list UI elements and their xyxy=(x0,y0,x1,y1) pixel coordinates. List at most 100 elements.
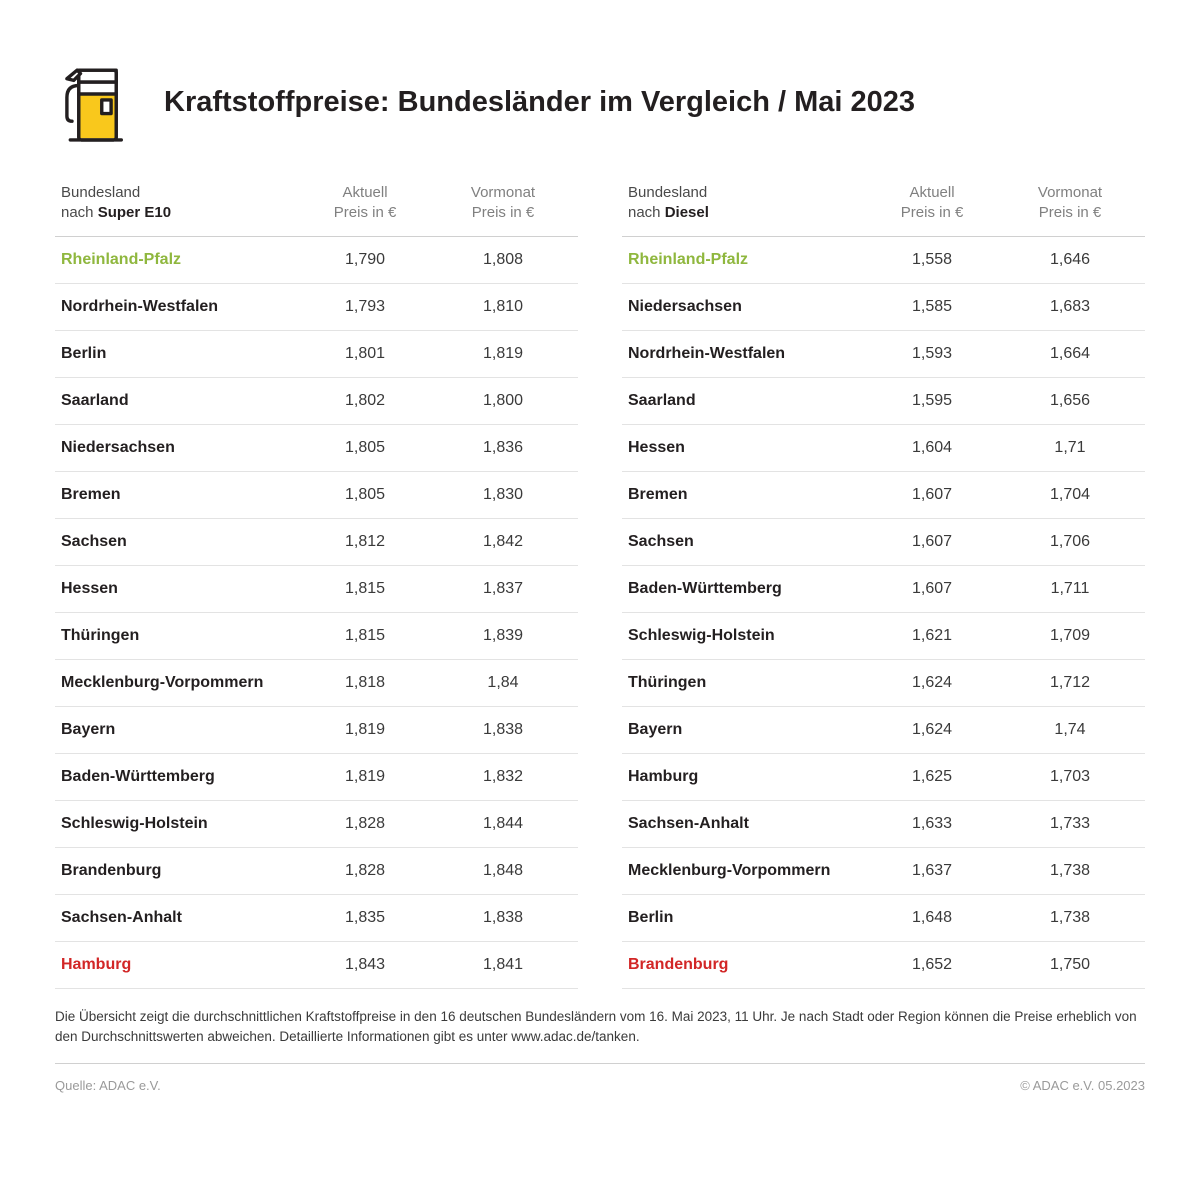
price-current: 1,648 xyxy=(863,909,1001,927)
price-current: 1,815 xyxy=(296,580,434,598)
state-name: Brandenburg xyxy=(61,862,296,880)
table-row: Sachsen1,8121,842 xyxy=(55,519,578,566)
price-previous: 1,838 xyxy=(434,721,572,739)
price-current: 1,815 xyxy=(296,627,434,645)
state-name: Berlin xyxy=(628,909,863,927)
price-previous: 1,848 xyxy=(434,862,572,880)
table-diesel: Bundeslandnach DieselAktuellPreis in €Vo… xyxy=(622,183,1145,989)
price-current: 1,805 xyxy=(296,486,434,504)
price-previous: 1,709 xyxy=(1001,627,1139,645)
price-previous: 1,841 xyxy=(434,956,572,974)
col-state: Bundeslandnach Super E10 xyxy=(61,183,296,224)
price-previous: 1,706 xyxy=(1001,533,1139,551)
state-name: Hessen xyxy=(628,439,863,457)
state-name: Saarland xyxy=(628,392,863,410)
state-name: Rheinland-Pfalz xyxy=(61,251,296,269)
price-previous: 1,750 xyxy=(1001,956,1139,974)
table-row: Hessen1,8151,837 xyxy=(55,566,578,613)
state-name: Sachsen-Anhalt xyxy=(628,815,863,833)
table-row: Thüringen1,8151,839 xyxy=(55,613,578,660)
page-title: Kraftstoffpreise: Bundesländer im Vergle… xyxy=(164,86,915,119)
state-name: Mecklenburg-Vorpommern xyxy=(61,674,296,692)
col-current: AktuellPreis in € xyxy=(863,183,1001,224)
table-row: Rheinland-Pfalz1,7901,808 xyxy=(55,237,578,284)
state-name: Mecklenburg-Vorpommern xyxy=(628,862,863,880)
state-name: Hessen xyxy=(61,580,296,598)
price-previous: 1,832 xyxy=(434,768,572,786)
price-previous: 1,838 xyxy=(434,909,572,927)
credits: Quelle: ADAC e.V. © ADAC e.V. 05.2023 xyxy=(55,1078,1145,1093)
price-previous: 1,842 xyxy=(434,533,572,551)
table-row: Sachsen1,6071,706 xyxy=(622,519,1145,566)
price-current: 1,624 xyxy=(863,674,1001,692)
table-row: Bayern1,8191,838 xyxy=(55,707,578,754)
col-previous: VormonatPreis in € xyxy=(434,183,572,224)
price-current: 1,819 xyxy=(296,768,434,786)
table-header: Bundeslandnach DieselAktuellPreis in €Vo… xyxy=(622,183,1145,237)
state-name: Nordrhein-Westfalen xyxy=(628,345,863,363)
table-row: Hessen1,6041,71 xyxy=(622,425,1145,472)
price-current: 1,633 xyxy=(863,815,1001,833)
price-current: 1,805 xyxy=(296,439,434,457)
price-current: 1,625 xyxy=(863,768,1001,786)
col-current: AktuellPreis in € xyxy=(296,183,434,224)
table-row: Thüringen1,6241,712 xyxy=(622,660,1145,707)
price-current: 1,595 xyxy=(863,392,1001,410)
table-row: Hamburg1,6251,703 xyxy=(622,754,1145,801)
table-row: Brandenburg1,6521,750 xyxy=(622,942,1145,989)
price-previous: 1,711 xyxy=(1001,580,1139,598)
price-current: 1,828 xyxy=(296,862,434,880)
state-name: Sachsen-Anhalt xyxy=(61,909,296,927)
price-previous: 1,808 xyxy=(434,251,572,269)
price-current: 1,593 xyxy=(863,345,1001,363)
state-name: Baden-Württemberg xyxy=(628,580,863,598)
footnote: Die Übersicht zeigt die durchschnittlich… xyxy=(55,1007,1145,1065)
table-row: Saarland1,8021,800 xyxy=(55,378,578,425)
price-current: 1,604 xyxy=(863,439,1001,457)
table-row: Nordrhein-Westfalen1,7931,810 xyxy=(55,284,578,331)
price-current: 1,607 xyxy=(863,580,1001,598)
price-current: 1,818 xyxy=(296,674,434,692)
table-row: Bayern1,6241,74 xyxy=(622,707,1145,754)
table-row: Sachsen-Anhalt1,6331,733 xyxy=(622,801,1145,848)
table-row: Berlin1,8011,819 xyxy=(55,331,578,378)
price-previous: 1,839 xyxy=(434,627,572,645)
table-row: Mecklenburg-Vorpommern1,6371,738 xyxy=(622,848,1145,895)
price-previous: 1,656 xyxy=(1001,392,1139,410)
price-current: 1,585 xyxy=(863,298,1001,316)
price-current: 1,828 xyxy=(296,815,434,833)
state-name: Bayern xyxy=(61,721,296,739)
price-previous: 1,71 xyxy=(1001,439,1139,457)
table-row: Baden-Württemberg1,6071,711 xyxy=(622,566,1145,613)
price-current: 1,607 xyxy=(863,533,1001,551)
table-row: Bremen1,8051,830 xyxy=(55,472,578,519)
state-name: Rheinland-Pfalz xyxy=(628,251,863,269)
table-row: Schleswig-Holstein1,6211,709 xyxy=(622,613,1145,660)
state-name: Hamburg xyxy=(628,768,863,786)
price-previous: 1,837 xyxy=(434,580,572,598)
table-row: Nordrhein-Westfalen1,5931,664 xyxy=(622,331,1145,378)
price-current: 1,843 xyxy=(296,956,434,974)
table-row: Saarland1,5951,656 xyxy=(622,378,1145,425)
col-state: Bundeslandnach Diesel xyxy=(628,183,863,224)
price-current: 1,802 xyxy=(296,392,434,410)
price-previous: 1,800 xyxy=(434,392,572,410)
tables-container: Bundeslandnach Super E10AktuellPreis in … xyxy=(55,183,1145,989)
table-row: Bremen1,6071,704 xyxy=(622,472,1145,519)
source-label: Quelle: ADAC e.V. xyxy=(55,1078,161,1093)
price-previous: 1,738 xyxy=(1001,862,1139,880)
price-previous: 1,683 xyxy=(1001,298,1139,316)
table-row: Baden-Württemberg1,8191,832 xyxy=(55,754,578,801)
table-row: Sachsen-Anhalt1,8351,838 xyxy=(55,895,578,942)
table-row: Hamburg1,8431,841 xyxy=(55,942,578,989)
price-current: 1,558 xyxy=(863,251,1001,269)
state-name: Bayern xyxy=(628,721,863,739)
table-row: Mecklenburg-Vorpommern1,8181,84 xyxy=(55,660,578,707)
state-name: Thüringen xyxy=(61,627,296,645)
table-header: Bundeslandnach Super E10AktuellPreis in … xyxy=(55,183,578,237)
price-previous: 1,819 xyxy=(434,345,572,363)
price-previous: 1,836 xyxy=(434,439,572,457)
state-name: Berlin xyxy=(61,345,296,363)
table-row: Rheinland-Pfalz1,5581,646 xyxy=(622,237,1145,284)
header: Kraftstoffpreise: Bundesländer im Vergle… xyxy=(55,60,1145,145)
